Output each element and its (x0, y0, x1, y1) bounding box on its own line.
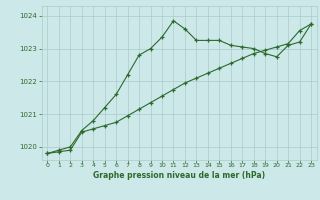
X-axis label: Graphe pression niveau de la mer (hPa): Graphe pression niveau de la mer (hPa) (93, 171, 265, 180)
